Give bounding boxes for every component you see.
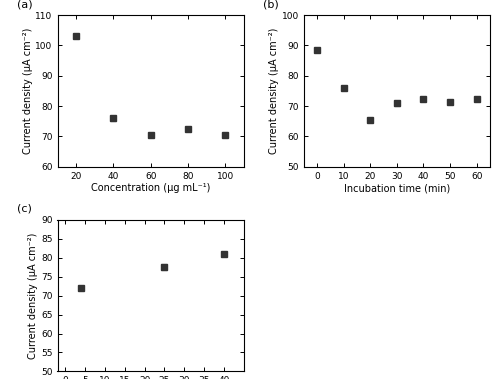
X-axis label: Incubation time (min): Incubation time (min) — [344, 183, 450, 193]
Y-axis label: Current density (μA cm⁻²): Current density (μA cm⁻²) — [269, 28, 279, 154]
Text: (a): (a) — [16, 0, 32, 9]
X-axis label: Concentration (μg mL⁻¹): Concentration (μg mL⁻¹) — [91, 183, 210, 193]
Text: (c): (c) — [16, 204, 32, 214]
Y-axis label: Current density (μA cm⁻²): Current density (μA cm⁻²) — [28, 232, 38, 359]
Text: (b): (b) — [263, 0, 278, 9]
Y-axis label: Current density (μA cm⁻²): Current density (μA cm⁻²) — [22, 28, 32, 154]
